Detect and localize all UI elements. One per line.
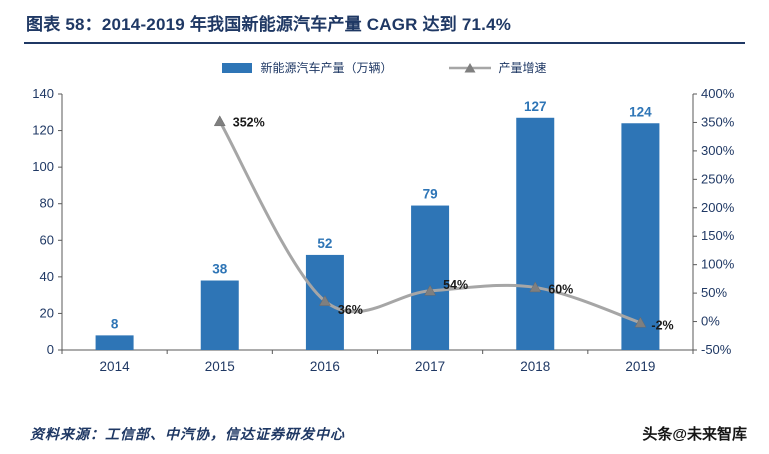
svg-text:2014: 2014 bbox=[100, 359, 131, 374]
svg-text:38: 38 bbox=[212, 262, 228, 277]
bar-2014 bbox=[95, 335, 134, 350]
svg-text:140: 140 bbox=[32, 86, 54, 101]
chart-area: 0 20 40 60 80 100 120 140 -50% 0% 50% 100% 150% 200% 2… bbox=[0, 78, 769, 395]
svg-text:124: 124 bbox=[629, 104, 652, 119]
chart-title: 图表 58：2014-2019 年我国新能源汽车产量 CAGR 达到 71.4% bbox=[26, 15, 512, 34]
legend-growth-label: 产量增速 bbox=[498, 61, 547, 75]
svg-text:100%: 100% bbox=[701, 257, 735, 272]
plot-group: 0 20 40 60 80 100 120 140 -50% 0% 50% 100% 150% 200% 2… bbox=[32, 86, 734, 374]
bar-2015 bbox=[200, 280, 239, 350]
svg-text:-2%: -2% bbox=[651, 319, 673, 333]
growth-marker bbox=[318, 295, 331, 306]
bar-swatch-icon bbox=[222, 62, 253, 73]
svg-text:80: 80 bbox=[40, 196, 54, 211]
svg-text:127: 127 bbox=[524, 99, 547, 114]
svg-text:352%: 352% bbox=[233, 115, 265, 129]
svg-text:-50%: -50% bbox=[701, 342, 732, 357]
svg-text:50%: 50% bbox=[701, 285, 727, 300]
svg-text:36%: 36% bbox=[338, 303, 363, 317]
svg-text:8: 8 bbox=[111, 316, 119, 331]
svg-text:300%: 300% bbox=[701, 143, 735, 158]
bar-2018 bbox=[516, 117, 555, 350]
svg-text:0: 0 bbox=[47, 342, 54, 357]
svg-text:100: 100 bbox=[32, 159, 54, 174]
svg-text:150%: 150% bbox=[701, 228, 735, 243]
bar-2017 bbox=[411, 205, 450, 350]
source-text: 资料来源：工信部、中汽协，信达证券研发中心 bbox=[30, 428, 345, 443]
svg-text:120: 120 bbox=[32, 123, 54, 138]
chart-legend: 新能源汽车产量（万辆） 产量增速 bbox=[0, 59, 769, 76]
svg-text:2015: 2015 bbox=[205, 359, 235, 374]
watermark-text: 头条@未来智库 bbox=[642, 426, 747, 443]
svg-text:79: 79 bbox=[423, 187, 438, 202]
svg-text:2016: 2016 bbox=[310, 359, 340, 374]
svg-text:52: 52 bbox=[317, 236, 332, 251]
svg-text:200%: 200% bbox=[701, 200, 735, 215]
growth-marker bbox=[529, 281, 542, 293]
figure-header: 图表 58：2014-2019 年我国新能源汽车产量 CAGR 达到 71.4% bbox=[24, 0, 745, 44]
legend-item-production: 新能源汽车产量（万辆） bbox=[222, 59, 393, 76]
svg-text:20: 20 bbox=[40, 305, 54, 320]
growth-line bbox=[218, 120, 641, 325]
legend-item-growth: 产量增速 bbox=[448, 59, 547, 76]
svg-text:60: 60 bbox=[40, 232, 54, 247]
legend-production-label: 新能源汽车产量（万辆） bbox=[260, 61, 393, 75]
svg-text:2017: 2017 bbox=[415, 359, 445, 374]
svg-text:0%: 0% bbox=[701, 314, 720, 329]
svg-text:350%: 350% bbox=[701, 114, 735, 129]
bar-2019 bbox=[621, 123, 660, 350]
production-cagr-chart: 0 20 40 60 80 100 120 140 -50% 0% 50% 100% 150% 200% 2… bbox=[32, 86, 734, 374]
svg-text:2019: 2019 bbox=[625, 359, 655, 374]
line-swatch-icon bbox=[448, 62, 491, 72]
growth-marker bbox=[424, 284, 437, 296]
svg-text:60%: 60% bbox=[548, 282, 573, 296]
svg-text:250%: 250% bbox=[701, 171, 735, 186]
svg-text:40: 40 bbox=[40, 269, 54, 284]
svg-text:2018: 2018 bbox=[520, 359, 550, 374]
growth-marker bbox=[213, 115, 226, 127]
svg-text:54%: 54% bbox=[443, 278, 468, 292]
growth-marker bbox=[634, 316, 647, 328]
svg-text:400%: 400% bbox=[701, 86, 735, 101]
